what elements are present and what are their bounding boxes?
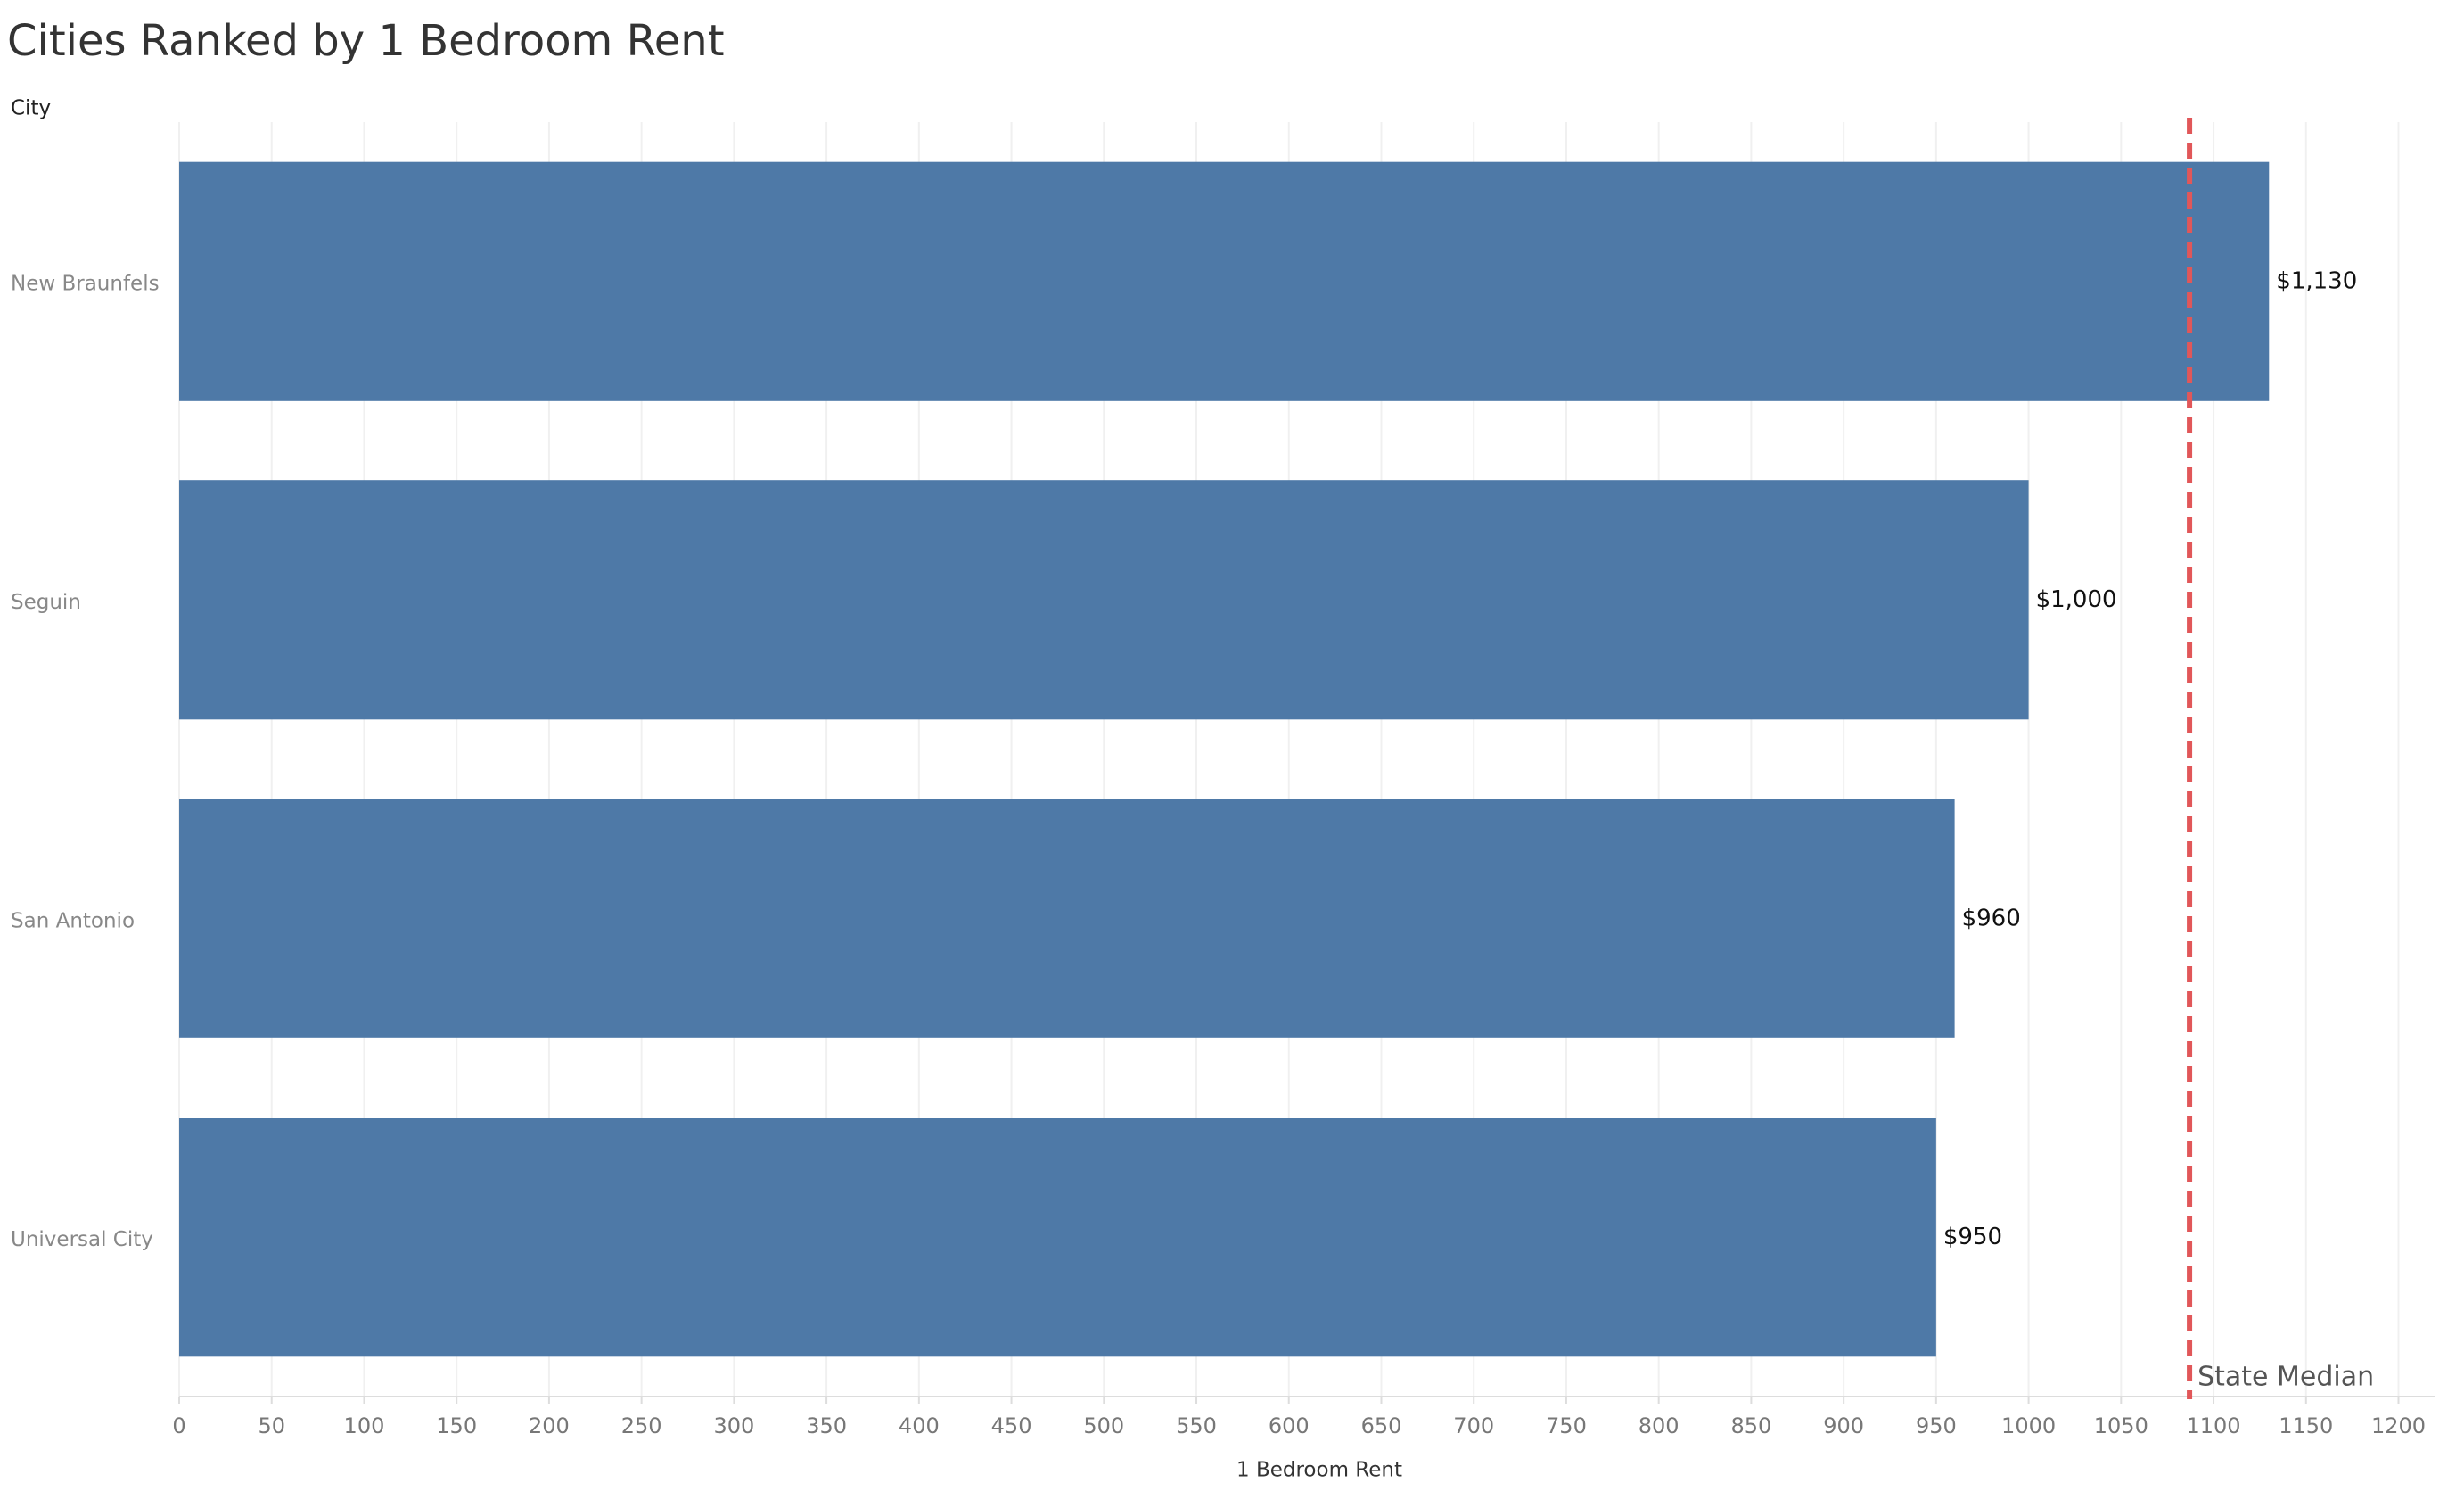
x-tick-label: 550 (1176, 1413, 1217, 1438)
bar (179, 799, 1955, 1038)
x-tick-label: 0 (172, 1413, 185, 1438)
x-tick-label: 150 (436, 1413, 477, 1438)
x-tick-label: 950 (1916, 1413, 1957, 1438)
y-tick-label: San Antonio (11, 909, 135, 932)
x-tick-label: 200 (529, 1413, 570, 1438)
x-tick-label: 900 (1823, 1413, 1864, 1438)
y-tick-label: Seguin (11, 591, 81, 614)
x-tick-label: 350 (806, 1413, 847, 1438)
y-tick-label: Universal City (11, 1228, 153, 1251)
x-tick-label: 1000 (2001, 1413, 2056, 1438)
value-label: $960 (1962, 905, 2021, 931)
value-label: $1,130 (2276, 267, 2357, 294)
x-tick-label: 1100 (2187, 1413, 2241, 1438)
x-tick-label: 1150 (2279, 1413, 2333, 1438)
chart-title: Cities Ranked by 1 Bedroom Rent (7, 16, 725, 66)
bar (179, 161, 2270, 401)
x-tick-label: 400 (899, 1413, 940, 1438)
x-tick-label: 450 (991, 1413, 1032, 1438)
x-tick-label: 800 (1639, 1413, 1680, 1438)
x-tick-label: 250 (621, 1413, 662, 1438)
x-tick-label: 50 (258, 1413, 285, 1438)
x-axis-title: 1 Bedroom Rent (1236, 1459, 1402, 1482)
x-tick-label: 600 (1269, 1413, 1310, 1438)
x-tick-label: 1050 (2094, 1413, 2148, 1438)
x-tick-label: 100 (344, 1413, 385, 1438)
x-tick-label: 650 (1361, 1413, 1402, 1438)
y-axis-title: City (11, 97, 51, 120)
y-tick-label: New Braunfels (11, 272, 160, 295)
x-tick-label: 700 (1453, 1413, 1494, 1438)
reference-label: State Median (2197, 1362, 2374, 1393)
x-tick-label: 750 (1546, 1413, 1587, 1438)
x-tick-label: 300 (713, 1413, 754, 1438)
bar (179, 1118, 1936, 1357)
x-tick-label: 500 (1083, 1413, 1124, 1438)
value-label: $950 (1943, 1224, 2002, 1250)
x-tick-label: 850 (1730, 1413, 1771, 1438)
bar (179, 480, 2029, 720)
x-tick-label: 1200 (2371, 1413, 2426, 1438)
value-label: $1,000 (2036, 586, 2117, 613)
